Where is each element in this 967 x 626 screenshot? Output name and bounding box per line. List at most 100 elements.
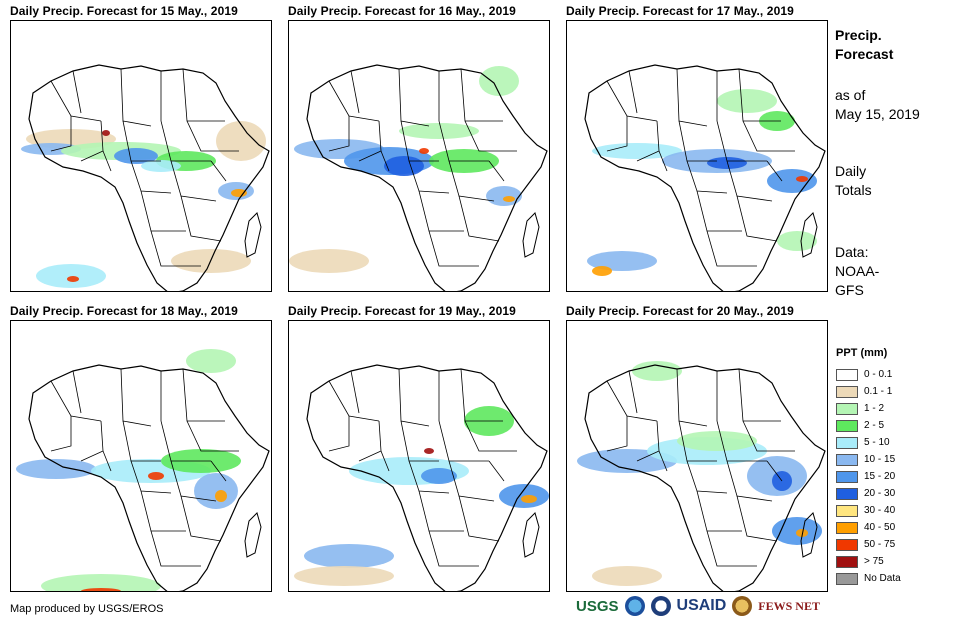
country-border (606, 116, 628, 152)
country-border (686, 460, 728, 494)
country-border (706, 530, 757, 567)
precip-region (796, 176, 808, 182)
usaid-seal-icon (650, 596, 671, 616)
precip-region (479, 66, 519, 96)
continent-outline (306, 364, 548, 591)
continent-outline (28, 64, 270, 291)
country-border (696, 490, 742, 532)
precip-region (36, 264, 106, 288)
country-border (458, 495, 500, 542)
precip-region (16, 459, 96, 479)
precip-region (677, 431, 757, 451)
precip-region (194, 473, 238, 509)
map-credit: Map produced by USGS/EROS (10, 603, 164, 615)
country-border (150, 230, 201, 267)
legend-label: 50 - 75 (864, 539, 896, 550)
precip-region (503, 196, 515, 202)
legend-swatch (836, 572, 858, 585)
panel-title: Daily Precip. Forecast for 18 May., 2019 (10, 304, 238, 318)
precip-region (707, 157, 747, 169)
legend-item: 20 - 30 (836, 485, 901, 502)
continent-outline (584, 64, 826, 291)
country-border (180, 495, 222, 542)
country-border (766, 460, 783, 482)
legend-swatch (836, 521, 858, 534)
fews-net-logo: FEWS NET (758, 598, 820, 613)
precip-map (10, 20, 272, 292)
country-border (186, 120, 239, 152)
legend-label: No Data (864, 573, 901, 584)
madagascar-outline (800, 512, 818, 558)
country-border (358, 420, 382, 462)
precip-region (148, 472, 164, 480)
country-border (50, 416, 72, 452)
country-border (120, 68, 152, 127)
country-border (606, 416, 628, 452)
precip-region (231, 189, 247, 197)
legend-swatch (836, 436, 858, 449)
precip-region (587, 251, 657, 271)
precip-region (592, 566, 662, 586)
country-border (464, 420, 517, 452)
country-border (458, 195, 500, 242)
legend-title: PPT (mm) (836, 347, 888, 359)
country-border (380, 150, 390, 172)
precip-region (114, 148, 158, 164)
legend-label: 10 - 15 (864, 454, 896, 465)
precip-region (399, 123, 479, 139)
country-border (122, 420, 161, 462)
country-border (328, 416, 350, 452)
country-border (628, 370, 638, 414)
continent-outline (306, 64, 548, 291)
precip-region (294, 566, 394, 586)
country-border (464, 120, 517, 152)
country-border (182, 68, 225, 122)
country-border (380, 450, 390, 472)
country-border (488, 460, 505, 482)
legend-item: 40 - 50 (836, 519, 901, 536)
precip-region (421, 468, 457, 484)
usaid-logo: USAID (676, 597, 727, 614)
country-border (72, 370, 82, 414)
country-border (120, 368, 152, 427)
country-border (658, 450, 668, 472)
precip-region (592, 266, 612, 276)
precip-region (592, 143, 682, 159)
legend-item: 50 - 75 (836, 536, 901, 553)
country-border (706, 230, 757, 267)
africa-map (21, 64, 270, 291)
precip-region (486, 186, 522, 206)
legend-item: 0 - 0.1 (836, 366, 901, 383)
continent-outline (584, 364, 826, 591)
country-border (628, 70, 638, 114)
precip-region (424, 448, 434, 454)
legend-swatch (836, 538, 858, 551)
precip-region (141, 160, 181, 172)
precip-region (777, 231, 817, 251)
precip-map (566, 320, 828, 592)
precip-map (10, 320, 272, 592)
precip-region (419, 148, 429, 154)
legend: 0 - 0.1 0.1 - 1 1 - 2 2 - 5 5 - 10 10 - 15 15 … (836, 366, 901, 587)
country-border (738, 368, 781, 422)
precip-region (289, 249, 369, 273)
as-of-value: May 15, 2019 (835, 106, 920, 122)
legend-swatch (836, 487, 858, 500)
africa-map (289, 64, 548, 291)
panel-title: Daily Precip. Forecast for 17 May., 2019 (566, 4, 794, 18)
legend-label: 20 - 30 (864, 488, 896, 499)
legend-label: 15 - 20 (864, 471, 896, 482)
country-border (180, 195, 222, 242)
country-border (736, 495, 778, 542)
precip-map (288, 320, 550, 592)
logo-strip: USGS USAID FEWS NET (576, 596, 820, 616)
legend-label: > 75 (864, 556, 884, 567)
country-border (182, 368, 225, 422)
precip-region (717, 89, 777, 113)
africa-map (294, 364, 549, 591)
precip-map (288, 20, 550, 292)
legend-item: 1 - 2 (836, 400, 901, 417)
precip-region (767, 169, 817, 193)
sidebar-title-line: Precip. (835, 27, 882, 43)
madagascar-outline (244, 212, 262, 258)
